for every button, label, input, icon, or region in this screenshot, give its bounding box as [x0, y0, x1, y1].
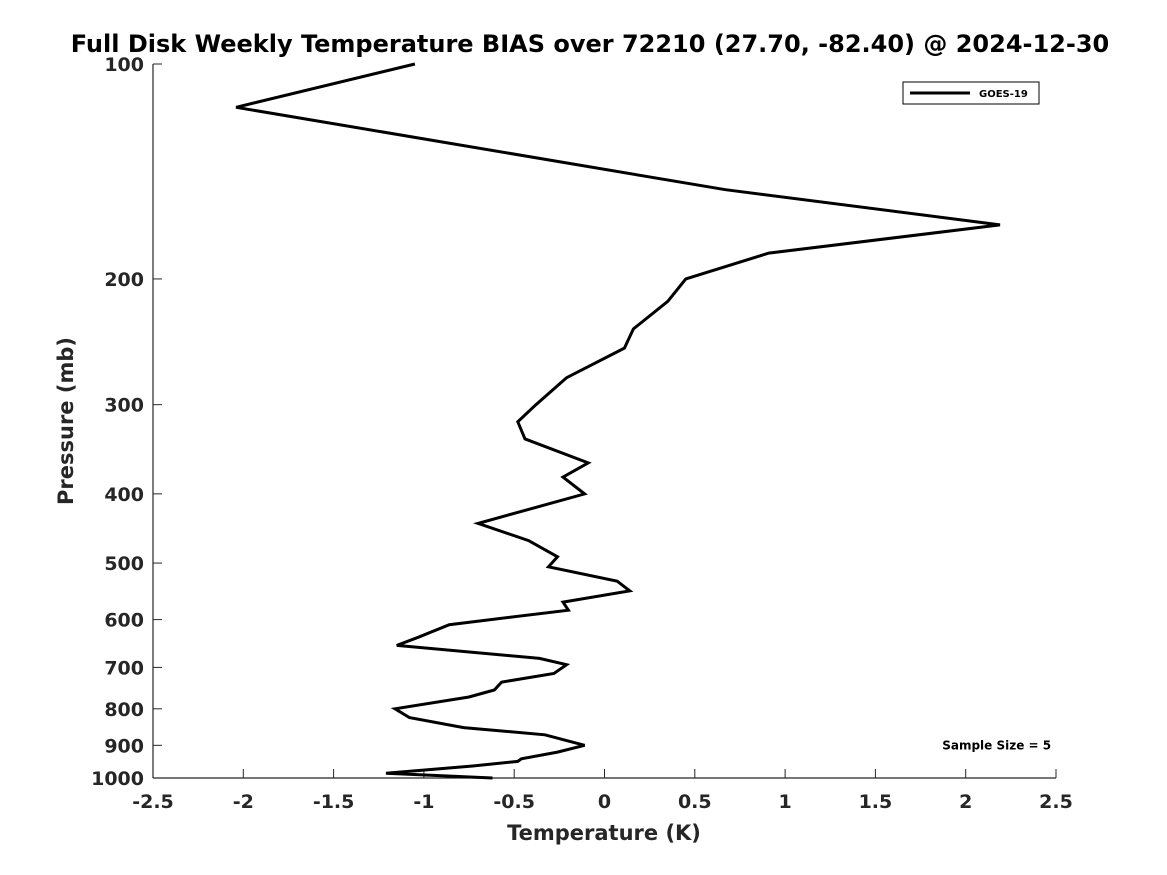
y-tick-label: 700	[104, 657, 144, 679]
x-tick-label: -0.5	[493, 791, 535, 813]
chart-title: Full Disk Weekly Temperature BIAS over 7…	[71, 30, 1110, 58]
x-tick-label: -1	[413, 791, 434, 813]
y-tick-label: 600	[104, 610, 144, 632]
y-tick-label: 200	[104, 269, 144, 291]
x-tick-label: -2.5	[132, 791, 174, 813]
y-tick-label: 100	[104, 54, 144, 76]
x-tick-label: -2	[233, 791, 254, 813]
x-tick-label: 0.5	[678, 791, 712, 813]
y-tick-label: 900	[104, 735, 144, 757]
y-tick-label: 1000	[91, 768, 144, 790]
x-tick-label: 0	[598, 791, 611, 813]
series-layer	[235, 62, 1001, 780]
y-axis-label: Pressure (mb)	[54, 337, 78, 505]
y-axis-ticks: 100 200 300 400 500 600 700 800 900 1000	[91, 54, 162, 790]
series-line-goes-19	[235, 62, 1001, 780]
annotation-sample-size: Sample Size = 5	[942, 738, 1051, 752]
x-axis-ticks: -2.5 -2 -1.5 -1 -0.5 0 0.5 1 1.5 2 2.5	[132, 769, 1073, 813]
x-tick-label: 2.5	[1039, 791, 1073, 813]
legend: GOES-19	[902, 81, 1040, 105]
legend-box	[902, 81, 1040, 105]
legend-label-goes-19: GOES-19	[979, 89, 1028, 100]
x-tick-label: 1	[778, 791, 791, 813]
y-tick-label: 400	[104, 484, 144, 506]
y-tick-label: 500	[104, 553, 144, 575]
x-tick-label: 2	[959, 791, 972, 813]
x-tick-label: -1.5	[313, 791, 355, 813]
x-axis-label: Temperature (K)	[507, 821, 701, 845]
y-tick-label: 300	[104, 395, 144, 417]
x-tick-label: 1.5	[859, 791, 893, 813]
y-tick-label: 800	[104, 699, 144, 721]
